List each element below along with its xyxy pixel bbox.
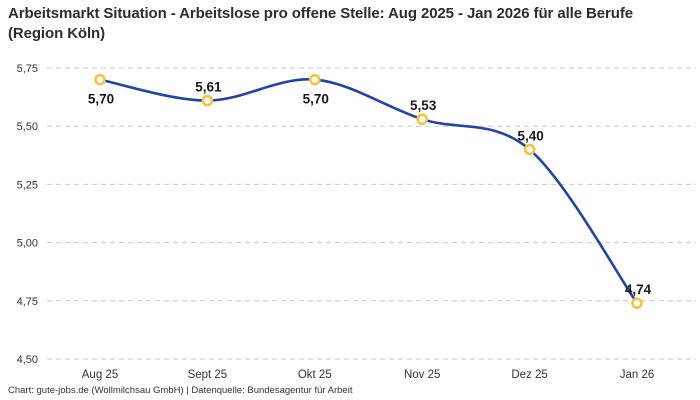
data-point-value-label: 5,70 <box>303 92 329 107</box>
x-axis-tick-label: Jan 26 <box>620 369 655 381</box>
x-axis-tick-label: Nov 25 <box>404 369 440 381</box>
data-point-value-label: 5,40 <box>517 128 543 143</box>
data-point-marker <box>201 94 214 107</box>
data-point-marker <box>308 73 321 86</box>
data-point-value-label: 5,70 <box>88 92 114 107</box>
x-axis-tick-label: Aug 25 <box>82 369 118 381</box>
x-axis-tick-label: Sept 25 <box>188 369 228 381</box>
y-axis-tick-label: 5,75 <box>17 63 38 75</box>
data-point-value-label: 5,61 <box>195 80 222 95</box>
y-axis-tick-label: 5,25 <box>17 179 38 191</box>
y-axis-tick-label: 5,00 <box>17 238 38 250</box>
data-point-marker <box>416 113 429 126</box>
chart-title: Arbeitsmarkt Situation - Arbeitslose pro… <box>8 5 633 42</box>
data-point-value-label: 5,53 <box>410 98 437 113</box>
y-axis-tick-label: 4,50 <box>17 354 38 366</box>
data-point-marker <box>94 73 106 86</box>
y-axis-tick-label: 5,50 <box>17 121 38 133</box>
chart-source-attribution: Chart: gute-jobs.de (Wollmilchsau GmbH) … <box>8 385 353 396</box>
data-point-marker <box>631 297 643 309</box>
data-series-line <box>98 78 639 305</box>
y-axis-tick-label: 4,75 <box>17 296 38 308</box>
x-axis-tick-label: Okt 25 <box>298 369 332 381</box>
data-point-value-label: 4,74 <box>625 282 652 297</box>
x-axis-tick-label: Dez 25 <box>511 369 547 381</box>
data-point-marker <box>523 143 536 156</box>
